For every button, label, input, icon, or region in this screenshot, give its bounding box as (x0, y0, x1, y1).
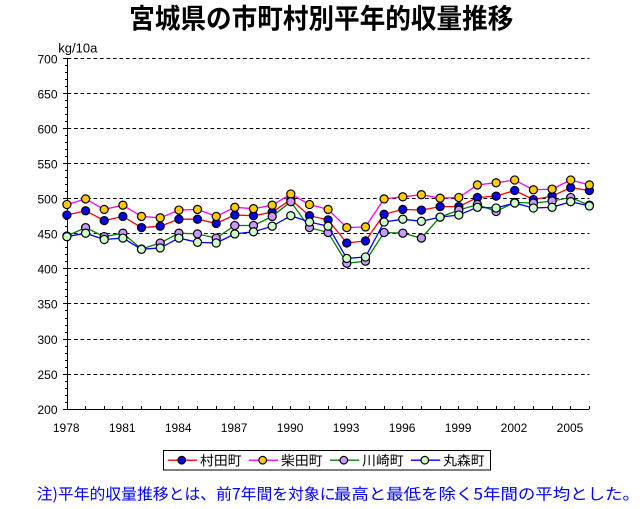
svg-text:600: 600 (37, 123, 57, 137)
svg-text:450: 450 (37, 228, 57, 242)
svg-text:kg/10a: kg/10a (58, 40, 98, 55)
svg-text:500: 500 (37, 193, 57, 207)
svg-text:650: 650 (37, 88, 57, 102)
svg-text:1981: 1981 (109, 421, 136, 435)
svg-text:1996: 1996 (389, 421, 416, 435)
svg-text:1987: 1987 (221, 421, 248, 435)
svg-text:2005: 2005 (557, 421, 584, 435)
svg-text:350: 350 (37, 298, 57, 312)
svg-text:200: 200 (37, 403, 57, 417)
svg-text:1978: 1978 (53, 421, 80, 435)
svg-text:700: 700 (37, 53, 57, 67)
svg-text:1984: 1984 (165, 421, 192, 435)
svg-text:1993: 1993 (333, 421, 360, 435)
svg-text:2002: 2002 (501, 421, 528, 435)
svg-text:1999: 1999 (445, 421, 472, 435)
svg-text:550: 550 (37, 158, 57, 172)
svg-text:400: 400 (37, 263, 57, 277)
svg-text:250: 250 (37, 368, 57, 382)
svg-text:300: 300 (37, 333, 57, 347)
svg-text:1990: 1990 (277, 421, 304, 435)
